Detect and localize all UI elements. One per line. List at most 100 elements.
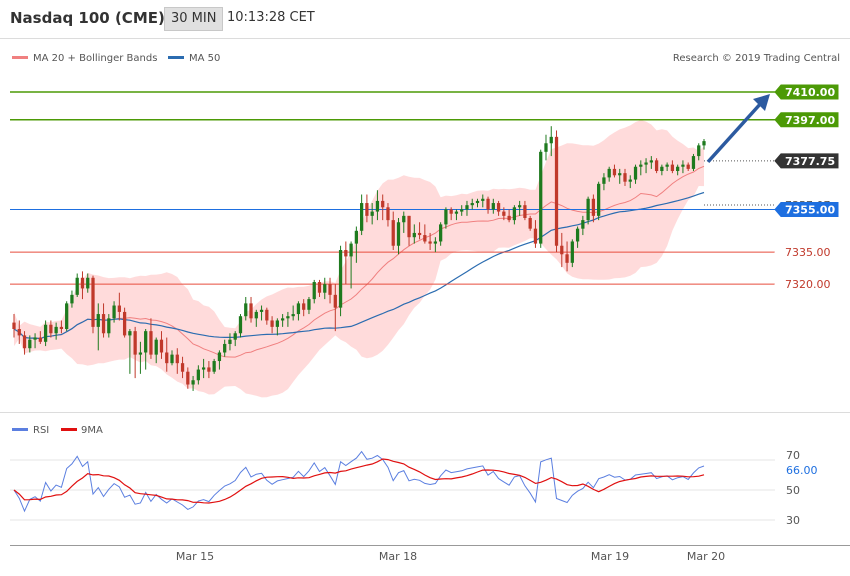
candle-body <box>460 209 464 212</box>
candle <box>570 239 574 268</box>
candle <box>649 156 653 169</box>
candle-body <box>317 282 322 293</box>
candle <box>12 314 16 338</box>
candle <box>312 279 316 304</box>
candle-body <box>328 284 332 295</box>
candle-body <box>570 241 574 263</box>
candle <box>549 126 553 157</box>
candle <box>265 307 269 325</box>
candle-body <box>323 284 327 293</box>
candle-body <box>191 380 195 385</box>
interval-selector[interactable]: 30 MIN <box>164 7 224 31</box>
candle <box>365 194 369 223</box>
candle <box>333 284 337 332</box>
candle-body <box>254 311 258 319</box>
candle-body <box>428 241 432 244</box>
candle <box>317 279 322 297</box>
candle-body <box>349 243 353 257</box>
candle <box>201 358 206 379</box>
ma20-legend-label: MA 20 + Bollinger Bands <box>33 53 157 64</box>
candle <box>154 337 158 364</box>
candle <box>560 232 564 268</box>
candle <box>407 215 411 246</box>
candle-body <box>312 282 316 300</box>
candle-body <box>122 311 127 336</box>
candle <box>507 209 511 223</box>
support-tag-2: 7320.00 <box>774 276 839 292</box>
candle-body <box>507 215 511 221</box>
candle-body <box>523 205 527 218</box>
candle-body <box>575 228 580 242</box>
candle-body <box>628 179 632 182</box>
x-tick-label: Mar 19 <box>591 550 629 563</box>
candle-body <box>296 303 301 315</box>
x-tick-label: Mar 18 <box>379 550 417 563</box>
candle <box>144 329 148 370</box>
candle-body <box>691 156 696 169</box>
candle <box>381 194 385 221</box>
candle <box>344 241 348 285</box>
candle <box>254 309 258 327</box>
candle <box>470 198 474 210</box>
candle <box>65 301 69 332</box>
forecast-arrow-shaft <box>706 100 764 164</box>
candle-body <box>38 337 42 342</box>
candle-body <box>676 166 680 172</box>
candle <box>396 217 401 255</box>
candle-body <box>565 254 569 263</box>
candle <box>391 211 395 251</box>
pivot-tag: 7355.00 <box>774 201 839 217</box>
candle-body <box>618 173 622 176</box>
rsi-line <box>13 450 705 513</box>
candle <box>122 307 127 338</box>
candle-body <box>101 314 106 334</box>
candle <box>196 365 200 385</box>
candle-body <box>270 320 274 327</box>
candle <box>233 331 237 347</box>
candle <box>607 166 611 182</box>
candle <box>444 207 448 229</box>
candle-body <box>43 324 48 342</box>
candle-body <box>697 145 701 157</box>
candle <box>428 232 432 251</box>
candle-body <box>54 326 58 334</box>
candle <box>244 296 248 321</box>
candle <box>702 138 706 150</box>
candle <box>165 337 169 372</box>
resistance-tag-2-bg <box>774 112 839 128</box>
candle <box>523 200 527 221</box>
candle <box>238 314 243 338</box>
support-tag-1: 7335.00 <box>774 244 839 260</box>
last-price-tag-label: 7377.75 <box>785 155 835 168</box>
pivot-tag-bg <box>774 201 839 217</box>
candle <box>138 341 143 374</box>
candle-body <box>238 316 243 334</box>
candle-body <box>28 339 32 349</box>
candle-body <box>360 203 364 231</box>
support-tag-1-bg <box>774 244 839 260</box>
candle <box>581 215 585 236</box>
candle <box>275 318 279 336</box>
candle <box>597 181 601 221</box>
candle-body <box>96 314 100 327</box>
candle-body <box>128 331 132 336</box>
candle-body <box>533 228 538 244</box>
candle-body <box>112 305 116 319</box>
candle <box>691 153 696 172</box>
candle <box>644 158 648 174</box>
candle-body <box>586 198 590 221</box>
candle <box>412 224 416 244</box>
candle <box>96 303 100 351</box>
candle-body <box>433 241 438 244</box>
candle <box>439 222 443 246</box>
candle <box>654 158 659 174</box>
candle-body <box>175 354 179 364</box>
candle-body <box>649 160 653 163</box>
candle <box>602 173 606 191</box>
rsi-legend-label: RSI <box>33 425 49 436</box>
candle <box>302 299 306 317</box>
candle <box>417 222 422 240</box>
resistance-tag-2: 7397.00 <box>774 112 839 128</box>
candle <box>386 203 390 227</box>
support-tag-1-label: 7335.00 <box>785 246 831 259</box>
